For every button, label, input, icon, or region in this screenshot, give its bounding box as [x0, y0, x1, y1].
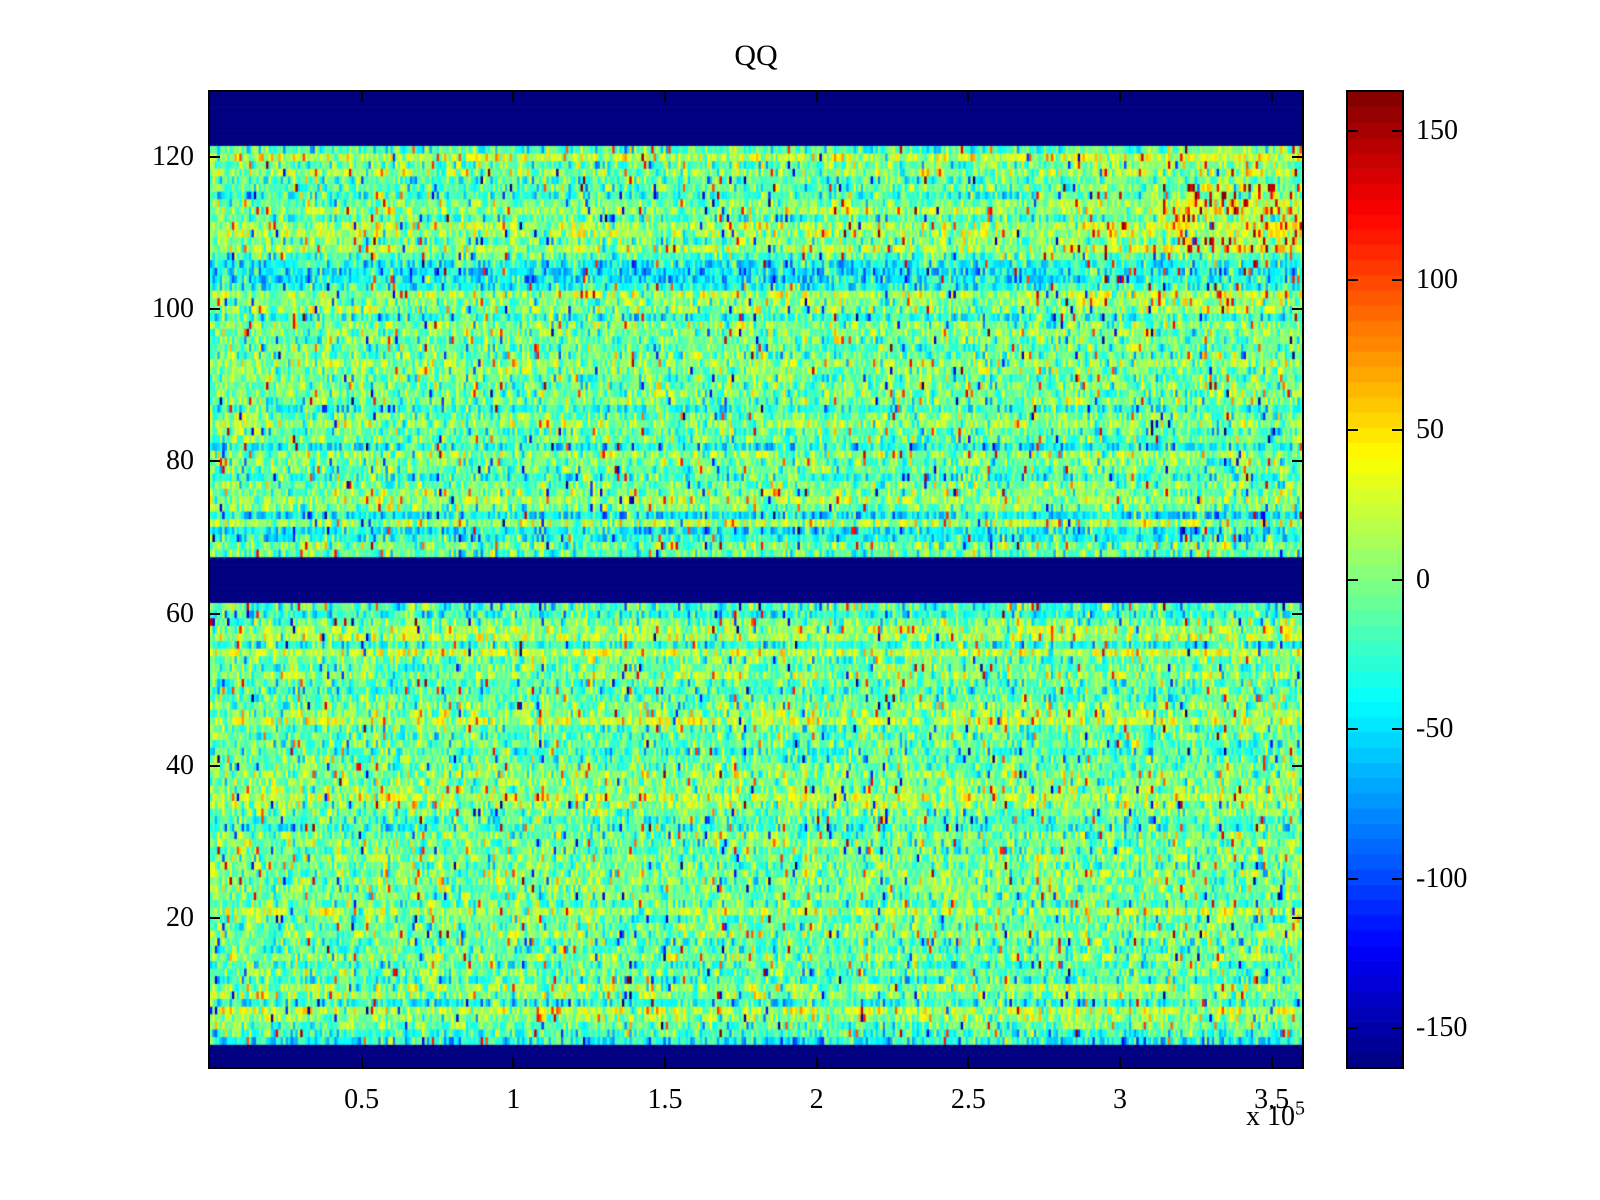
x-tick-top — [1119, 92, 1121, 102]
colorbar-tick-label: -50 — [1416, 713, 1454, 745]
x-tick-top — [664, 92, 666, 102]
colorbar-tick-left — [1348, 877, 1358, 880]
y-tick-left — [210, 460, 220, 463]
y-tick-label: 60 — [166, 597, 194, 629]
x-tick-top — [512, 92, 515, 102]
colorbar-tick-label: 150 — [1416, 114, 1458, 146]
colorbar-tick-label: -100 — [1416, 862, 1468, 894]
y-tick-left — [210, 765, 220, 768]
y-tick-left — [210, 155, 220, 158]
chart-title: QQ — [734, 39, 778, 72]
x-tick-label: 2 — [809, 1084, 824, 1115]
colorbar-tick-right — [1392, 279, 1402, 282]
x-axis-exponent-label: x 105 — [1150, 1097, 1305, 1134]
colorbar-tick-left — [1348, 129, 1358, 132]
colorbar-tick-left — [1348, 428, 1358, 431]
x-tick-label: 1.5 — [647, 1084, 683, 1115]
x-axis-exponent-power: 5 — [1295, 1097, 1305, 1120]
y-tick-right — [1292, 612, 1302, 615]
colorbar-tick-right — [1392, 428, 1402, 431]
y-tick-label: 40 — [166, 750, 194, 782]
colorbar-tick-label: -150 — [1416, 1012, 1468, 1044]
colorbar-tick-right — [1392, 578, 1402, 581]
y-tick-label: 80 — [166, 445, 194, 477]
colorbar-tick-right — [1392, 129, 1402, 132]
colorbar-tick-right — [1392, 1027, 1402, 1030]
colorbar-tick-left — [1348, 1027, 1358, 1030]
x-tick-top — [1270, 92, 1273, 102]
x-tick-label: 3 — [1113, 1084, 1127, 1115]
x-tick-top — [815, 92, 818, 102]
y-tick-right — [1292, 765, 1302, 768]
plot-area — [208, 90, 1304, 1069]
x-tick-bottom — [512, 1057, 515, 1067]
x-axis-exponent-mantissa: x 10 — [1246, 1101, 1295, 1132]
colorbar-tick-left — [1348, 279, 1358, 282]
y-tick-left — [210, 612, 220, 615]
y-tick-right — [1292, 917, 1302, 920]
colorbar-tick-label: 50 — [1416, 413, 1444, 445]
colorbar-tick-right — [1392, 728, 1402, 731]
y-tick-right — [1292, 155, 1302, 158]
x-tick-bottom — [1119, 1057, 1121, 1067]
x-tick-top — [360, 92, 363, 102]
x-tick-bottom — [664, 1057, 666, 1067]
x-tick-label: 1 — [506, 1084, 521, 1115]
y-tick-label: 120 — [152, 140, 194, 172]
x-tick-bottom — [967, 1057, 970, 1067]
y-tick-label: 100 — [152, 293, 194, 325]
x-tick-label: 3.5 — [1254, 1084, 1290, 1115]
colorbar-tick-label: 100 — [1416, 264, 1458, 296]
y-tick-right — [1292, 460, 1302, 463]
colorbar-tick-right — [1392, 877, 1402, 880]
x-tick-bottom — [815, 1057, 818, 1067]
y-tick-label: 20 — [166, 902, 194, 934]
colorbar-tick-left — [1348, 728, 1358, 731]
x-tick-label: 2.5 — [950, 1084, 986, 1115]
x-tick-top — [967, 92, 970, 102]
y-tick-right — [1292, 308, 1302, 311]
y-tick-left — [210, 917, 220, 920]
x-tick-bottom — [360, 1057, 363, 1067]
heatmap-canvas — [210, 92, 1302, 1067]
colorbar-tick-left — [1348, 578, 1358, 581]
x-tick-bottom — [1270, 1057, 1273, 1067]
y-tick-left — [210, 308, 220, 311]
colorbar-tick-label: 0 — [1416, 563, 1430, 595]
x-tick-label: 0.5 — [344, 1084, 380, 1115]
